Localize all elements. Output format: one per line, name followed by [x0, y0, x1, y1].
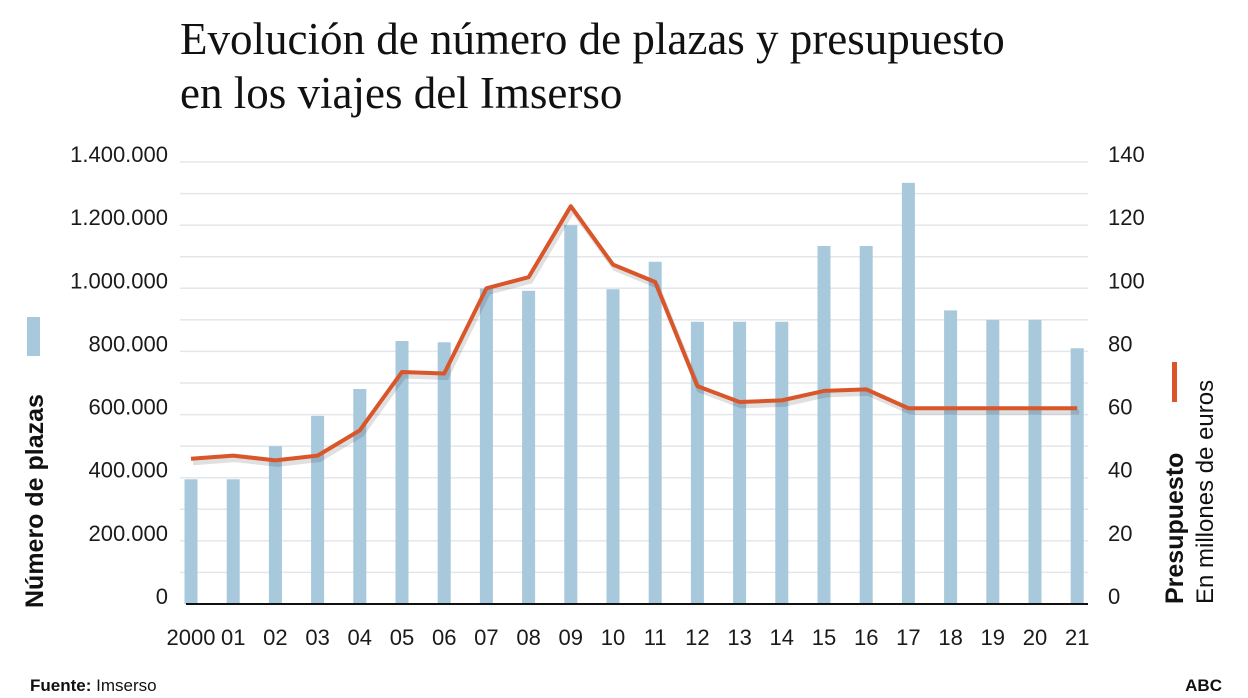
x-tick-label: 06: [432, 625, 456, 650]
x-tick-label: 21: [1065, 625, 1089, 650]
right-tick-label: 0: [1108, 584, 1120, 609]
line-legend-swatch: [1172, 362, 1177, 402]
left-axis-ticks: 0 200.000 400.000 600.000 800.000 1.000.000 1.…: [70, 142, 168, 609]
bar-01: [226, 479, 240, 604]
x-tick-label: 14: [770, 625, 794, 650]
source-note: Fuente: Imserso: [30, 676, 157, 696]
chart-title-line-1: Evolución de número de plazas y presupue…: [180, 14, 1005, 64]
x-tick-label: 16: [854, 625, 878, 650]
x-tick-label: 13: [727, 625, 751, 650]
left-tick-label: 1.400.000: [70, 142, 168, 167]
bar-21: [1070, 348, 1084, 604]
x-tick-label: 03: [305, 625, 329, 650]
right-tick-label: 80: [1108, 331, 1132, 356]
line-series: [190, 204, 1080, 467]
left-tick-label: 400.000: [88, 458, 168, 483]
bars-legend-swatch: [27, 317, 40, 356]
bar-04: [353, 388, 367, 604]
right-axis-label: Presupuesto: [1161, 453, 1189, 604]
right-tick-label: 20: [1108, 521, 1132, 546]
left-tick-label: 1.200.000: [70, 205, 168, 230]
right-axis-sublabel: En millones de euros: [1192, 380, 1219, 604]
right-tick-label: 100: [1108, 268, 1145, 293]
x-tick-label: 15: [812, 625, 836, 650]
chart-title-line-2: en los viajes del Imserso: [180, 68, 623, 118]
bar-10: [606, 289, 620, 604]
x-tick-label: 18: [938, 625, 962, 650]
right-tick-label: 60: [1108, 395, 1132, 420]
x-tick-label: 05: [390, 625, 414, 650]
bar-05: [395, 341, 409, 604]
x-tick-label: 10: [601, 625, 625, 650]
chart-title: Evolución de número de plazas y presupue…: [180, 12, 1005, 120]
x-tick-label: 19: [981, 625, 1005, 650]
budget-line: [190, 204, 1078, 463]
bar-19: [986, 319, 1000, 604]
bar-17: [901, 182, 915, 604]
x-tick-label: 04: [348, 625, 372, 650]
left-tick-label: 1.000.000: [70, 268, 168, 293]
bars-series: [184, 182, 1084, 605]
bar-08: [522, 290, 536, 604]
bar-18: [944, 310, 958, 604]
left-tick-label: 800.000: [88, 331, 168, 356]
source-label: Fuente:: [30, 676, 92, 695]
left-tick-label: 600.000: [88, 395, 168, 420]
x-axis-ticks: 2000 01 02 03 04 05 06 07 08 09 10 11 12 13 14 15 16 17 18…: [167, 625, 1090, 650]
left-tick-label: 200.000: [88, 521, 168, 546]
bar-07: [479, 288, 493, 604]
right-tick-label: 40: [1108, 458, 1132, 483]
x-tick-label: 08: [516, 625, 540, 650]
x-tick-label: 12: [685, 625, 709, 650]
bar-12: [690, 321, 704, 604]
bar-03: [311, 415, 325, 604]
x-tick-label: 11: [644, 625, 667, 650]
right-tick-label: 140: [1108, 142, 1145, 167]
right-tick-label: 120: [1108, 205, 1145, 230]
bar-20: [1028, 319, 1042, 604]
x-tick-label: 07: [474, 625, 498, 650]
bar-14: [775, 321, 789, 604]
bar-2000: [184, 479, 198, 604]
bar-11: [648, 261, 662, 604]
left-tick-label: 0: [156, 584, 168, 609]
bar-13: [733, 321, 747, 604]
x-tick-label: 2000: [167, 625, 216, 650]
left-axis-label: Número de plazas: [21, 394, 49, 608]
bar-09: [564, 225, 578, 604]
x-tick-label: 17: [896, 625, 920, 650]
x-tick-label: 09: [559, 625, 583, 650]
brand-logo: ABC: [1185, 676, 1222, 695]
bar-02: [268, 446, 282, 604]
x-tick-label: 02: [263, 625, 287, 650]
bar-15: [817, 245, 831, 605]
x-tick-label: 20: [1023, 625, 1047, 650]
line-shadow: [192, 205, 1080, 467]
x-tick-label: 01: [221, 625, 245, 650]
right-axis-ticks: 0 20 40 60 80 100 120 140: [1108, 142, 1145, 609]
bar-06: [437, 342, 451, 604]
bar-16: [859, 245, 873, 605]
source-value: Imserso: [96, 676, 157, 695]
